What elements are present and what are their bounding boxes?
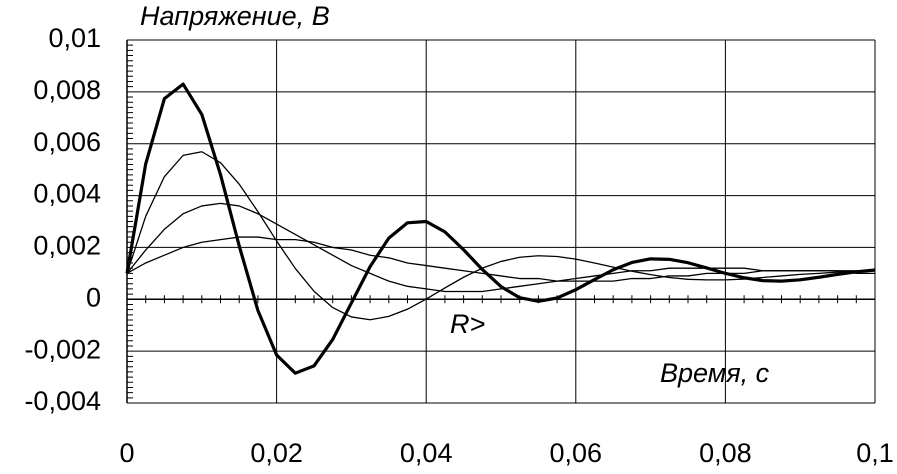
y-axis-label: Напряжение, В	[140, 1, 330, 31]
y-tick-label: 0,002	[33, 231, 101, 261]
x-tick-label: 0,1	[856, 438, 894, 468]
y-tick-label: -0,004	[24, 386, 101, 416]
series-line	[126, 151, 876, 321]
minor-ticks	[127, 44, 857, 399]
y-tick-label: 0,008	[33, 75, 101, 105]
y-tick-label: -0,002	[24, 334, 101, 364]
x-tick-label: 0,04	[400, 438, 453, 468]
y-tick-label: 0,006	[33, 127, 101, 157]
y-tick-label: 0	[86, 282, 101, 312]
x-tick-label: 0,06	[550, 438, 603, 468]
y-tick-label: 0,01	[48, 23, 101, 53]
x-tick-label: 0	[119, 438, 134, 468]
y-tick-label: 0,004	[33, 179, 101, 209]
x-tick-label: 0,08	[699, 438, 752, 468]
series-line	[126, 202, 875, 293]
x-tick-label: 0,02	[250, 438, 303, 468]
annotation: R>	[450, 309, 485, 339]
series-line	[126, 236, 875, 282]
x-axis-label: Время, с	[660, 358, 770, 388]
